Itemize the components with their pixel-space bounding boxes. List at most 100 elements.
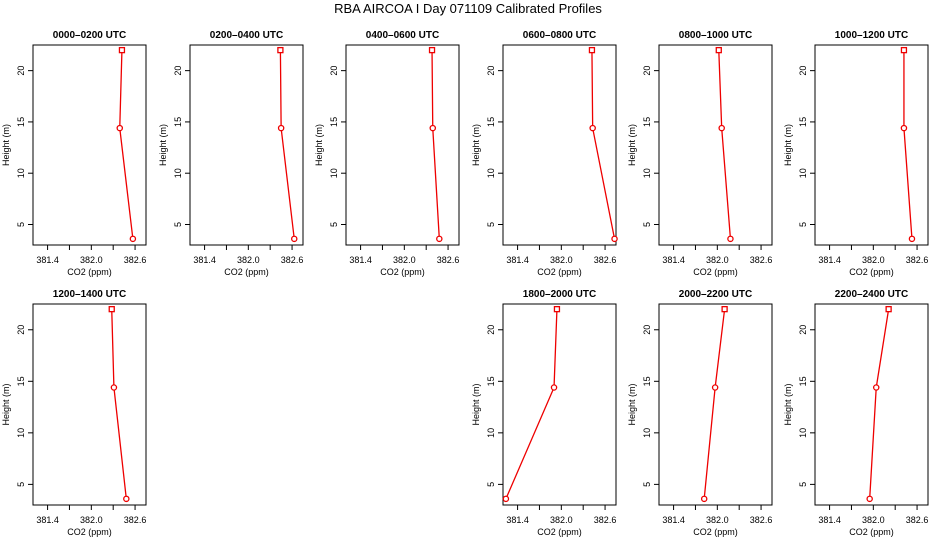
y-tick-label: 10	[329, 168, 339, 178]
x-tick-label: 381.4	[818, 515, 841, 525]
data-point	[118, 46, 126, 54]
y-tick-label: 10	[173, 168, 183, 178]
panel-title: 1000–1200 UTC	[835, 30, 908, 41]
x-axis-label: CO2 (ppm)	[380, 267, 425, 277]
profile-line	[869, 309, 890, 499]
y-tick-label: 15	[642, 117, 652, 127]
x-tick-label: 382.6	[594, 255, 617, 265]
x-tick-label: 381.4	[818, 255, 841, 265]
y-tick-label: 5	[329, 222, 339, 227]
x-axis-label: CO2 (ppm)	[537, 267, 582, 277]
y-tick-label: 10	[798, 168, 808, 178]
data-point	[900, 124, 908, 132]
y-axis-label: Height (m)	[158, 124, 168, 166]
data-point	[727, 235, 734, 243]
plot-frame	[814, 303, 929, 506]
x-tick-label: 382.0	[862, 515, 885, 525]
chart-panel: 0200–0400 UTC 381.4 382.0 382.6 CO2 (ppm) 5 10…	[158, 30, 304, 277]
x-axis-label: CO2 (ppm)	[224, 267, 269, 277]
profile-line	[591, 50, 616, 239]
y-tick-label: 5	[16, 482, 26, 487]
plot-frame	[189, 44, 304, 246]
y-tick-label: 5	[642, 222, 652, 227]
data-point	[277, 124, 285, 132]
profile-line	[505, 309, 558, 500]
data-point	[428, 46, 436, 54]
data-point	[718, 124, 725, 132]
y-tick-label: 10	[642, 168, 652, 178]
data-point	[502, 495, 510, 503]
x-tick-label: 382.0	[550, 515, 573, 525]
y-axis-label: Height (m)	[1, 124, 11, 166]
y-tick-label: 20	[16, 325, 26, 335]
x-tick-label: 382.6	[281, 255, 304, 265]
panel-title: 0400–0600 UTC	[366, 30, 439, 41]
y-tick-label: 20	[486, 66, 496, 76]
y-tick-label: 10	[16, 428, 26, 438]
data-point	[588, 46, 596, 54]
y-tick-label: 20	[329, 66, 339, 76]
x-axis-label: CO2 (ppm)	[693, 527, 738, 537]
y-tick-label: 10	[798, 428, 808, 438]
chart-panel: 0400–0600 UTC 381.4 382.0 382.6 CO2 (ppm) 5 10…	[314, 30, 460, 277]
plot-frame	[32, 44, 147, 246]
page-title: RBA AIRCOA I Day 071109 Calibrated Profi…	[334, 1, 602, 16]
data-point	[885, 306, 892, 313]
y-tick-label: 20	[798, 66, 808, 76]
x-tick-label: 382.6	[124, 515, 147, 525]
chart-panel: 1800–2000 UTC 381.4 382.0 382.6 CO2 (ppm) 5 10…	[471, 289, 617, 537]
x-tick-label: 382.0	[393, 255, 416, 265]
data-point	[866, 495, 873, 503]
x-axis-label: CO2 (ppm)	[537, 527, 582, 537]
data-point	[277, 46, 284, 54]
profile-line	[703, 309, 726, 499]
data-point	[110, 384, 118, 391]
x-tick-label: 382.6	[437, 255, 460, 265]
x-axis-label: CO2 (ppm)	[849, 527, 894, 537]
y-tick-label: 20	[16, 66, 26, 76]
y-tick-label: 10	[486, 168, 496, 178]
y-tick-label: 5	[798, 482, 808, 487]
data-point	[715, 46, 722, 54]
panel-title: 2200–2400 UTC	[835, 289, 908, 300]
x-tick-label: 382.0	[80, 515, 103, 525]
data-point	[721, 306, 728, 313]
chart-panel: 1200–1400 UTC 381.4 382.0 382.6 CO2 (ppm) 5 10…	[1, 289, 147, 537]
data-point	[129, 235, 137, 243]
x-tick-label: 381.4	[662, 255, 685, 265]
y-axis-label: Height (m)	[314, 124, 324, 166]
y-tick-label: 15	[16, 376, 26, 386]
x-tick-label: 381.4	[506, 255, 529, 265]
y-tick-label: 5	[798, 222, 808, 227]
y-tick-label: 5	[486, 222, 496, 227]
y-tick-label: 10	[642, 428, 652, 438]
x-tick-label: 382.6	[906, 255, 929, 265]
data-point	[589, 124, 596, 132]
y-tick-label: 10	[16, 168, 26, 178]
x-tick-label: 382.6	[594, 515, 617, 525]
plot-frame	[32, 303, 147, 506]
y-tick-label: 15	[16, 117, 26, 127]
panel-title: 0200–0400 UTC	[210, 30, 283, 41]
y-axis-label: Height (m)	[1, 383, 11, 425]
panel-title: 1800–2000 UTC	[523, 289, 596, 300]
data-point	[123, 495, 130, 503]
y-tick-label: 5	[642, 482, 652, 487]
x-tick-label: 381.4	[662, 515, 685, 525]
data-point	[436, 235, 443, 243]
y-tick-label: 20	[798, 325, 808, 335]
x-axis-label: CO2 (ppm)	[67, 527, 112, 537]
y-axis-label: Height (m)	[783, 124, 793, 166]
panel-title: 1200–1400 UTC	[53, 289, 126, 300]
data-point	[900, 46, 908, 54]
y-tick-label: 20	[173, 66, 183, 76]
x-axis-label: CO2 (ppm)	[67, 267, 112, 277]
data-point	[872, 384, 880, 391]
data-point	[908, 235, 916, 243]
data-point	[108, 306, 115, 313]
data-point	[116, 124, 124, 132]
x-tick-label: 382.0	[706, 255, 729, 265]
x-tick-label: 382.0	[237, 255, 260, 265]
y-axis-label: Height (m)	[627, 383, 637, 425]
plot-frame	[658, 303, 773, 506]
